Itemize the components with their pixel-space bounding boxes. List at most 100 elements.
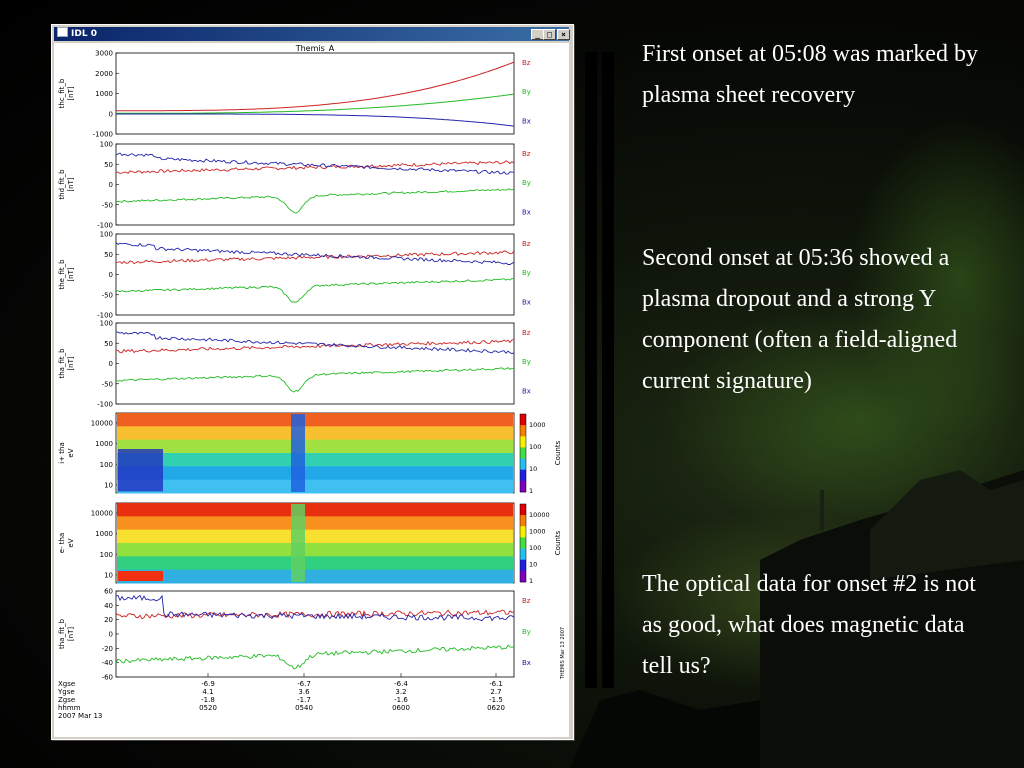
xaxis-tick-ygse: 3.2 [395, 688, 406, 696]
panel-4-unit: [nT] [67, 356, 75, 370]
panel-4-tick: -50 [102, 380, 113, 388]
panel-5-tick: 10 [104, 482, 113, 490]
panel-3-tick: 100 [100, 231, 113, 239]
panel-1-series-bz [116, 61, 515, 112]
xaxis-tick-hhmm: 0540 [295, 704, 313, 712]
plot-title: Themis_A [295, 44, 335, 53]
panel-1-tick: 1000 [95, 90, 113, 98]
panel-5-spectrogram-band [117, 426, 513, 441]
maximize-button[interactable]: □ [543, 29, 556, 40]
panel-5-tick: 10000 [91, 420, 113, 428]
divider-pillar-left [585, 52, 597, 688]
panel-2-tick: -100 [97, 222, 113, 230]
panel-6-colorbar-segment [520, 526, 526, 538]
xaxis-row-label: Xgse [58, 680, 75, 688]
panel-5-tick: 1000 [95, 440, 113, 448]
panel-3-legend-By: By [522, 269, 531, 277]
panel-2-tick: -50 [102, 201, 113, 209]
panel-4-series-by [115, 367, 515, 393]
panel-6-dropout [291, 504, 305, 582]
panel-1-series-by [116, 93, 515, 114]
xaxis-row-label: Zgse [58, 696, 75, 704]
panel-5-spectrogram-band [117, 413, 513, 427]
panel-6-colorbar-tick: 1000 [529, 528, 546, 536]
xaxis-row-label: 2007 Mar 13 [58, 712, 102, 720]
panel-6-low-energy-patch [118, 571, 163, 581]
panel-2-tick: 100 [100, 141, 113, 149]
panel-1-legend-Bz: Bz [522, 59, 531, 67]
panel-5-colorbar-frame [519, 413, 527, 493]
panel-4-legend-Bx: Bx [522, 387, 531, 395]
panel-5-colorbar-segment [520, 447, 526, 459]
xaxis-tick-xgse: -6.7 [297, 680, 311, 688]
panel-1-ylabel: thc_fit_b [58, 78, 66, 108]
idl-app-icon [57, 27, 68, 37]
panel-3-tick: 50 [104, 251, 113, 259]
panel-5-colorbar-tick: 100 [529, 443, 541, 451]
panel-6-spectrogram-band [117, 516, 513, 531]
close-button[interactable]: × [557, 29, 570, 40]
xaxis-tick-zgse: -1.7 [297, 696, 311, 704]
panel-7-series-bz [115, 609, 515, 620]
window-title: IDL 0 [71, 29, 97, 39]
panel-4-legend-Bz: Bz [522, 329, 531, 337]
panel-7-unit: [nT] [67, 627, 75, 641]
panel-2-series-by [115, 188, 515, 214]
panel-7-series-by [115, 644, 515, 670]
panel-5-colorbar-segment [520, 425, 526, 437]
panel-frame-4 [115, 322, 515, 405]
panel-6-tick: 100 [100, 551, 113, 559]
panel-7-tick: 0 [109, 631, 113, 639]
xaxis-tick-xgse: -6.4 [394, 680, 408, 688]
panel-3-series-by [116, 277, 515, 303]
panel-2-series-bx [115, 152, 515, 175]
panel-6-colorbar-segment [520, 548, 526, 561]
panel-1-legend-By: By [522, 88, 531, 96]
panel-6-colorbar-tick: 10000 [529, 511, 550, 519]
panel-3-series-bx [115, 241, 515, 265]
panel-2-tick: 50 [104, 161, 113, 169]
panel-5-colorbar-segment [520, 436, 526, 448]
xaxis-row-label: hhmm [58, 704, 81, 712]
panel-4-tick: 50 [104, 340, 113, 348]
panel-3-tick: -100 [97, 312, 113, 320]
xaxis-tick-ygse: 2.7 [490, 688, 501, 696]
panel-3-ylabel: the_fit_b [58, 259, 66, 290]
window-titlebar[interactable]: IDL 0 _ □ × [54, 27, 570, 41]
slide-paragraph-2: Second onset at 05:36 showed a plasma dr… [642, 245, 958, 394]
panel-7-legend-Bx: Bx [522, 659, 531, 667]
panel-2-series-bz [115, 160, 515, 175]
xaxis-tick-zgse: -1.6 [394, 696, 408, 704]
xaxis-row-label: Ygse [57, 688, 75, 696]
panel-6-tick: 1000 [95, 530, 113, 538]
panel-6-colorbar-segment [520, 559, 526, 572]
panel-6-colorbar-tick: 10 [529, 561, 537, 569]
panel-5-colorbar-segment [520, 480, 526, 493]
panel-5-spectrogram-band [117, 439, 513, 454]
panel-5-low-energy-patch [118, 449, 163, 492]
side-stamp: THEMIS Mar 13 2007 [560, 627, 566, 680]
xaxis-tick-zgse: -1.8 [201, 696, 215, 704]
panel-7-legend-By: By [522, 628, 531, 636]
panel-7-legend-Bz: Bz [522, 597, 531, 605]
panel-1-tick: 0 [109, 110, 113, 118]
panel-2-unit: [nT] [67, 177, 75, 191]
panel-6-spectrogram-band [117, 503, 513, 517]
panel-3-legend-Bx: Bx [522, 298, 531, 306]
panel-4-series-bz [115, 339, 515, 354]
panel-1-legend-Bx: Bx [522, 117, 531, 125]
panel-7-tick: -20 [102, 645, 113, 653]
panel-frame-2 [115, 143, 515, 226]
panel-7-tick: 20 [104, 616, 113, 624]
panel-7-tick: -60 [102, 674, 113, 682]
xaxis-tick-xgse: -6.1 [489, 680, 503, 688]
panel-1-unit: [nT] [67, 86, 75, 100]
panel-5-colorbar-tick: 1000 [529, 421, 546, 429]
panel-2-legend-By: By [522, 179, 531, 187]
xaxis-tick-hhmm: 0520 [199, 704, 217, 712]
idl-window[interactable]: IDL 0 _ □ × Themis_A 3000 2000 1000 0 -1000 th… [51, 24, 574, 740]
panel-5-colorbar-segment [520, 414, 526, 426]
panel-frame-3 [115, 233, 515, 316]
xaxis-tick-ygse: 4.1 [202, 688, 213, 696]
panel-frame-7 [115, 590, 515, 678]
